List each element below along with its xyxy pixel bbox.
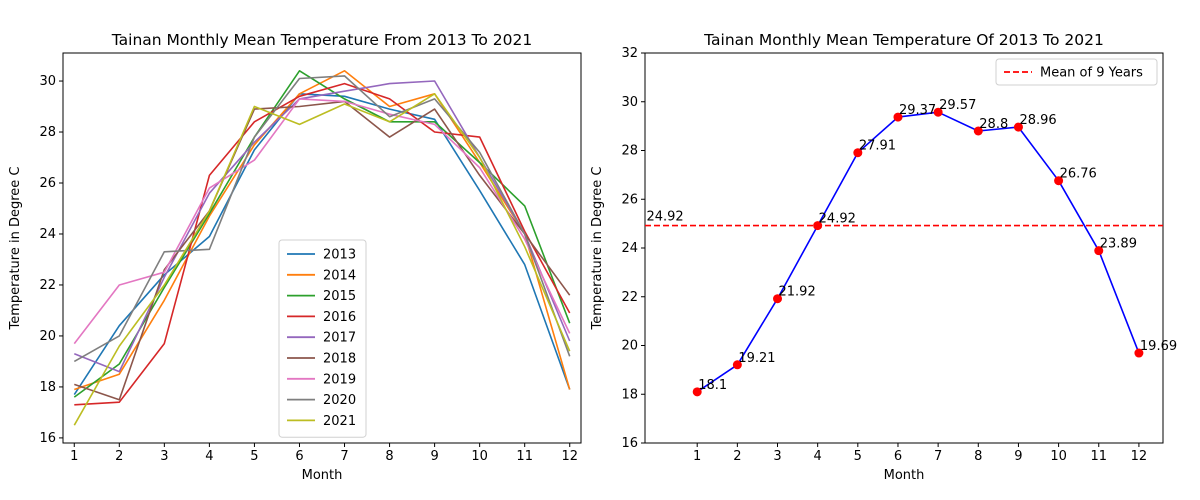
chart2-x-tick-label: 8: [974, 449, 982, 464]
chart2-y-tick-label: 16: [621, 436, 638, 451]
chart2-x-tick-label: 7: [934, 449, 942, 464]
data-point: [813, 221, 823, 231]
chart1-x-tick-label: 12: [561, 449, 578, 464]
chart1-x-axis-label: Month: [302, 468, 343, 483]
legend-label-2016: 2016: [323, 310, 356, 325]
chart2-x-axis-label: Month: [884, 468, 925, 483]
data-point: [933, 107, 943, 117]
data-label: 21.92: [779, 285, 816, 300]
chart2-x-tick-label: 1: [693, 449, 701, 464]
data-point: [1094, 246, 1104, 256]
chart1-y-tick-label: 18: [39, 380, 56, 395]
data-point: [692, 387, 702, 397]
legend-label-2021: 2021: [323, 414, 356, 429]
data-label: 28.8: [979, 117, 1008, 132]
series-line-2014: [74, 70, 571, 391]
data-label: 18.1: [698, 378, 727, 393]
chart1-x-tick-label: 10: [471, 449, 488, 464]
data-label: 27.91: [859, 139, 896, 154]
series-line-2020: [73, 75, 571, 363]
data-point: [893, 112, 903, 122]
chart2-y-tick-label: 18: [621, 387, 638, 402]
data-label: 26.76: [1060, 167, 1097, 182]
series-line-2019: [73, 98, 571, 345]
chart1-title: Tainan Monthly Mean Temperature From 201…: [111, 31, 532, 49]
legend-label-mean: Mean of 9 Years: [1040, 66, 1143, 81]
data-label: 19.21: [738, 351, 775, 366]
data-point: [1134, 348, 1144, 358]
data-point: [853, 148, 863, 158]
mean-reference-label: 24.92: [646, 210, 683, 225]
chart1-x-tick-label: 1: [70, 449, 78, 464]
data-label: 29.37: [899, 103, 936, 118]
chart1-x-tick-label: 6: [295, 449, 303, 464]
chart2-x-tick-label: 10: [1050, 449, 1067, 464]
chart1-y-tick-label: 26: [39, 176, 56, 191]
chart1-y-tick-label: 16: [39, 431, 56, 446]
chart1-x-tick-label: 11: [516, 449, 533, 464]
series-line-2016: [74, 82, 571, 406]
legend-label-2015: 2015: [323, 289, 356, 304]
chart1-x-tick-label: 9: [430, 449, 438, 464]
data-point: [732, 360, 742, 370]
chart1-x-tick-label: 4: [205, 449, 213, 464]
mean-series-line: [696, 111, 1140, 393]
chart1-x-tick-label: 7: [340, 449, 348, 464]
chart2-y-tick-label: 32: [621, 46, 638, 61]
data-label: 23.89: [1100, 237, 1137, 252]
data-label: 24.92: [819, 212, 856, 227]
chart1-y-axis-label: Temperature in Degree C: [8, 167, 23, 331]
chart2-x-tick-label: 4: [814, 449, 822, 464]
data-point: [773, 294, 783, 304]
chart1-legend-box: [278, 239, 367, 438]
chart1-legend: 2013 2014 2015 2016 2017 2018 2019 2020 2021: [278, 239, 367, 438]
data-point: [973, 126, 983, 136]
chart2-x-tick-label: 3: [773, 449, 781, 464]
data-label: 19.69: [1140, 339, 1177, 354]
chart2-x-tick-label: 6: [894, 449, 902, 464]
chart1-y-tick-label: 30: [39, 74, 56, 89]
chart1-x-tick-label: 3: [160, 449, 168, 464]
chart1-x-tick-label: 2: [115, 449, 123, 464]
legend-label-2017: 2017: [323, 331, 356, 346]
data-point: [1013, 122, 1023, 132]
chart2-legend: Mean of 9 Years: [995, 58, 1158, 86]
chart2-y-axis-label: Temperature in Degree C: [590, 167, 605, 331]
chart2-y-tick-label: 20: [621, 339, 638, 354]
chart1-y-tick-label: 22: [39, 278, 56, 293]
chart2-y-tick-label: 24: [621, 241, 638, 256]
legend-label-2013: 2013: [323, 248, 356, 263]
chart1-x-tick-label: 5: [250, 449, 258, 464]
chart2-y-tick-label: 26: [621, 192, 638, 207]
chart2-y-tick-label: 28: [621, 144, 638, 159]
data-label: 28.96: [1019, 113, 1056, 128]
chart2-title: Tainan Monthly Mean Temperature Of 2013 …: [703, 31, 1104, 49]
chart1-y-tick-label: 28: [39, 125, 56, 140]
chart2-y-tick-label: 30: [621, 95, 638, 110]
chart2-y-tick-label: 22: [621, 290, 638, 305]
chart1-x-tick-label: 8: [385, 449, 393, 464]
series-line-2021: [73, 93, 571, 426]
legend-label-2020: 2020: [323, 393, 356, 408]
chart2-x-tick-label: 11: [1090, 449, 1107, 464]
series-line-2018: [74, 100, 571, 401]
legend-label-2014: 2014: [323, 268, 356, 283]
chart1-axes-frame: [62, 52, 582, 444]
chart2-x-tick-label: 9: [1014, 449, 1022, 464]
chart2-legend-box: [995, 58, 1158, 86]
legend-label-2019: 2019: [323, 372, 356, 387]
chart2-x-tick-label: 12: [1131, 449, 1148, 464]
chart2-x-tick-label: 5: [854, 449, 862, 464]
chart1-y-tick-label: 24: [39, 227, 56, 242]
chart2-x-tick-label: 2: [733, 449, 741, 464]
data-point: [1054, 176, 1064, 186]
chart1-y-tick-label: 20: [39, 329, 56, 344]
data-label: 29.57: [939, 98, 976, 113]
legend-label-2018: 2018: [323, 352, 356, 367]
